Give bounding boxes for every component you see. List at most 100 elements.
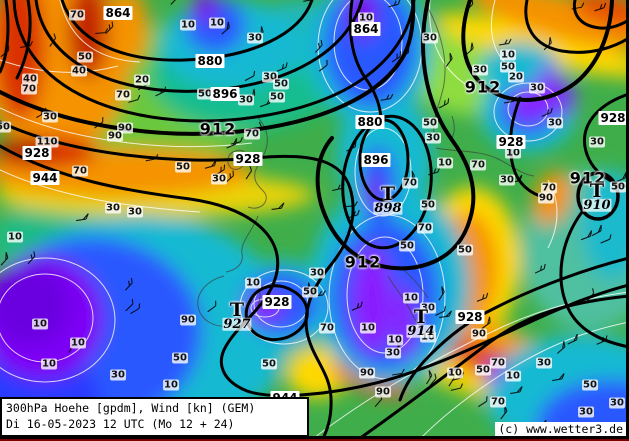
wind-speed-label: 30: [578, 406, 594, 418]
wind-speed-label: 50: [302, 286, 318, 298]
wind-speed-label: 50: [273, 78, 289, 90]
low-pressure-value: 898: [373, 200, 403, 216]
low-pressure-symbol: T: [589, 179, 605, 202]
wind-speed-label: 30: [211, 173, 227, 185]
wind-speed-label: 50: [457, 244, 473, 256]
wind-barb-icon: [271, 202, 285, 210]
height-contour-label: 928: [496, 135, 526, 149]
wind-speed-label: 30: [110, 369, 126, 381]
wind-speed-label: 70: [541, 182, 557, 194]
wind-speed-label: 10: [180, 19, 196, 31]
wind-speed-label: 70: [21, 83, 37, 95]
wind-barb-icon: [128, 94, 141, 103]
wind-speed-label: 50: [610, 181, 626, 193]
wind-speed-label: 30: [42, 111, 58, 123]
wind-barb-icon: [125, 298, 134, 312]
height-contour-label: 864: [103, 6, 133, 20]
wind-speed-label: 30: [309, 267, 325, 279]
wind-speed-label: 30: [499, 174, 515, 186]
wind-speed-label: 70: [470, 159, 486, 171]
copyright-text: (c) www.wetter3.de: [495, 422, 626, 436]
frame-bottom-border: [0, 436, 629, 439]
wind-barb-icon: [0, 252, 9, 266]
wind-speed-label: 10: [505, 370, 521, 382]
wind-barb-icon: [392, 368, 405, 376]
wind-speed-label: 10: [358, 12, 374, 24]
wind-speed-label: 30: [589, 136, 605, 148]
wind-barb-icon: [76, 213, 89, 222]
low-pressure-symbol: T: [229, 298, 245, 321]
wind-speed-label: 70: [69, 9, 85, 21]
frame-bottom-red-line: [0, 439, 629, 441]
wind-speed-label: 30: [547, 117, 563, 129]
wind-barb-icon: [594, 2, 607, 12]
wind-barb-icon: [438, 286, 445, 301]
low-pressure-symbol: T: [380, 182, 396, 205]
wind-speed-label: 10: [505, 147, 521, 159]
low-pressure-center: T 898: [373, 182, 403, 216]
map-caption-box: 300hPa Hoehe [gpdm], Wind [kn] (GEM) Di …: [0, 397, 309, 437]
wind-barb-icon: [541, 107, 553, 117]
wind-speed-label: 50: [582, 379, 598, 391]
wind-barb-icon: [314, 40, 323, 53]
wind-speed-label: 30: [609, 397, 625, 409]
wind-speed-label: 70: [490, 396, 506, 408]
wind-barb-icon: [388, 0, 401, 8]
wind-speed-label: 30: [247, 32, 263, 44]
wind-barb-icon: [221, 21, 230, 35]
wind-barb-icon: [426, 370, 433, 385]
wind-barb-icon: [439, 310, 452, 318]
wind-speed-label: 90: [107, 130, 123, 142]
height-contour-label: 912: [344, 252, 382, 272]
height-contour-label: 912: [464, 77, 502, 97]
wind-speed-label: 10: [500, 49, 516, 61]
wind-barb-icon: [552, 373, 565, 382]
wind-speed-label: 30: [420, 302, 436, 314]
wind-barb-icon: [435, 305, 446, 316]
wind-speed-label: 70: [72, 165, 88, 177]
wind-speed-label: 50: [420, 199, 436, 211]
caption-parameter-line: 300hPa Hoehe [gpdm], Wind [kn] (GEM): [6, 401, 256, 415]
height-contour-label: 880: [195, 54, 225, 68]
wind-speed-label: 90: [117, 122, 133, 134]
wind-speed-label: 30: [238, 94, 254, 106]
wind-speed-label: 50: [269, 91, 285, 103]
wind-barb-icon: [244, 70, 256, 82]
wind-speed-label: 10: [70, 337, 86, 349]
wind-speed-label: 10: [387, 334, 403, 346]
wind-barb-icon: [445, 52, 453, 67]
wind-speed-label: 10: [163, 379, 179, 391]
wind-barb-icon: [351, 301, 363, 311]
wind-speed-label: 30: [425, 132, 441, 144]
wind-barb-icon: [567, 333, 578, 345]
wind-speed-label: 10: [245, 277, 261, 289]
low-pressure-center: T 914: [406, 307, 436, 338]
wind-speed-label: 20: [134, 74, 150, 86]
low-pressure-center: T 927: [222, 298, 252, 331]
height-contour-label: 896: [210, 87, 240, 101]
wind-speed-label: 90: [375, 386, 391, 398]
wind-barb-icon: [450, 383, 464, 391]
wind-barb-icon: [207, 300, 217, 313]
wind-barb-icon: [391, 51, 402, 63]
wind-barb-icon: [580, 230, 593, 241]
wind-speed-label: 30: [472, 64, 488, 76]
wind-speed-label: 90: [471, 328, 487, 340]
wind-speed-label: 30: [262, 71, 278, 83]
wind-speed-label: 90: [359, 367, 375, 379]
height-contour-label: 912: [569, 168, 607, 188]
wind-barb-icon: [95, 28, 109, 35]
wind-barb-icon: [130, 303, 141, 315]
wind-barb-icon: [510, 386, 523, 395]
wind-speed-label: 70: [417, 222, 433, 234]
height-contour-label: 928: [455, 310, 485, 324]
wind-speed-label: 30: [529, 82, 545, 94]
wind-speed-label: 70: [244, 128, 260, 140]
wind-speed-label: 90: [538, 192, 554, 204]
height-contour-label: 928: [598, 111, 628, 125]
frame-right-border: [626, 0, 629, 441]
height-contour-label: 912: [199, 119, 237, 139]
wind-speed-label: 50: [172, 352, 188, 364]
wind-barb-icon: [476, 292, 489, 302]
wind-speed-label: 10: [32, 318, 48, 330]
